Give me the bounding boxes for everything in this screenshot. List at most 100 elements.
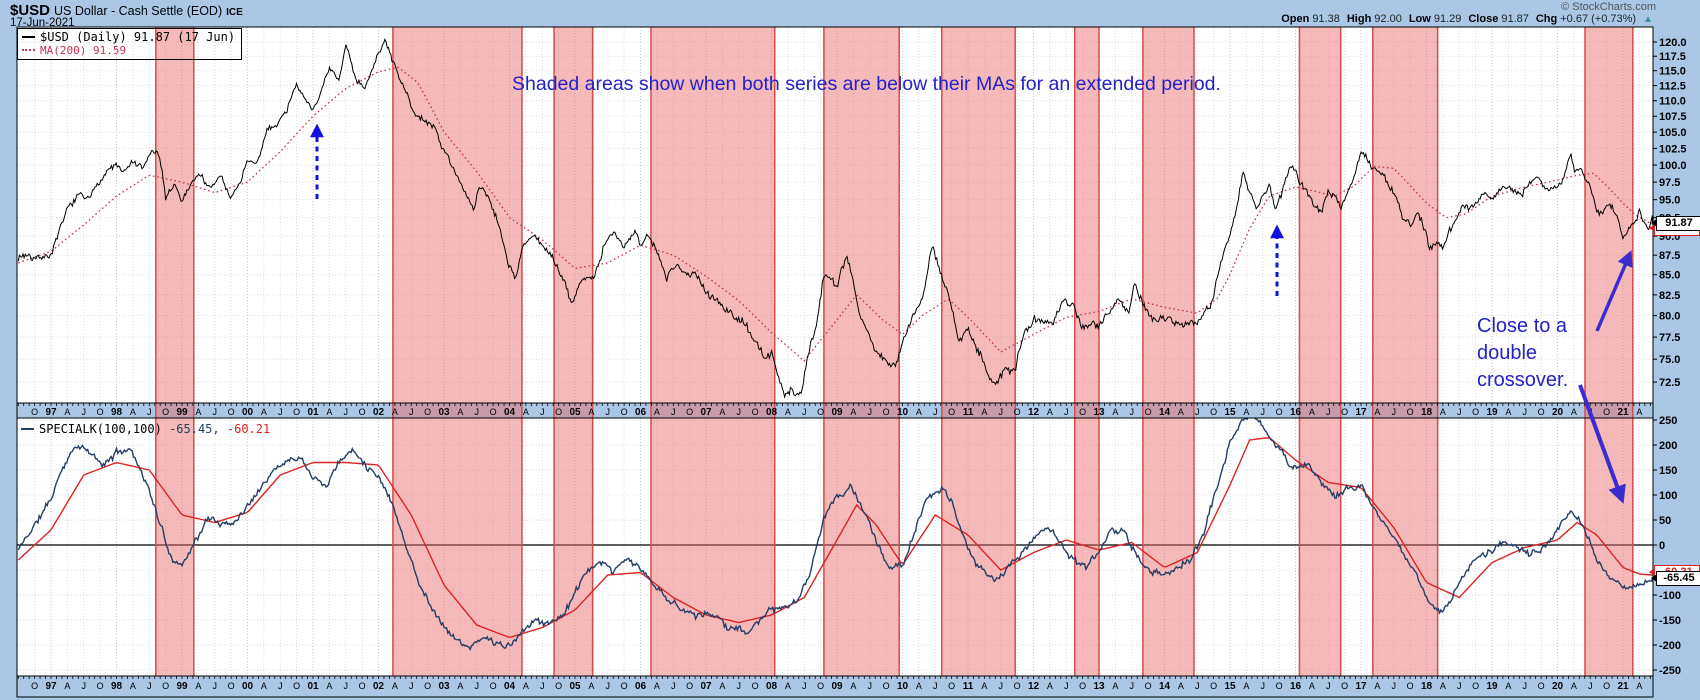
svg-text:08: 08 (766, 681, 778, 692)
svg-text:100.0: 100.0 (1659, 160, 1687, 172)
svg-text:A: A (654, 407, 660, 417)
svg-text:O: O (621, 407, 628, 417)
svg-text:J: J (1392, 407, 1397, 417)
instrument-title: US Dollar - Cash Settle (EOD) (54, 4, 223, 18)
svg-text:A: A (392, 407, 398, 417)
price-panel (17, 27, 1653, 403)
y-axis-labels: 120.0 117.5 115.0 112.5 110.0 107.5 105.0 102.5… (1653, 37, 1687, 677)
svg-text:02: 02 (373, 681, 385, 692)
svg-text:13: 13 (1093, 407, 1105, 418)
svg-text:A: A (326, 407, 332, 417)
svg-text:J: J (737, 407, 742, 417)
stockcharts-credit: © StockCharts.com (1561, 1, 1656, 13)
shaded-band (392, 27, 522, 676)
svg-text:01: 01 (307, 407, 319, 418)
svg-text:50: 50 (1659, 515, 1671, 527)
svg-text:J: J (409, 407, 414, 417)
price-legend-box: $USD (Daily) 91.87 (17 Jun) MA(200) 91.5… (17, 28, 243, 60)
svg-text:A: A (64, 681, 70, 691)
svg-text:-200: -200 (1659, 640, 1681, 652)
svg-text:J: J (475, 407, 480, 417)
shaded-band (1142, 27, 1194, 676)
svg-text:O: O (1145, 681, 1152, 691)
svg-text:A: A (261, 407, 267, 417)
svg-text:112.5: 112.5 (1659, 81, 1686, 93)
svg-text:J: J (1195, 407, 1200, 417)
svg-text:16: 16 (1290, 681, 1302, 692)
ma-legend-line: MA(200) 91.59 (22, 44, 235, 57)
svg-text:17: 17 (1355, 681, 1367, 692)
svg-text:06: 06 (635, 681, 647, 692)
svg-text:O: O (621, 681, 628, 691)
svg-text:J: J (1195, 681, 1200, 691)
svg-text:J: J (278, 407, 283, 417)
svg-text:A: A (1112, 407, 1118, 417)
svg-text:-100: -100 (1659, 590, 1681, 602)
svg-text:O: O (1603, 681, 1610, 691)
svg-text:O: O (1538, 407, 1545, 417)
svg-text:A: A (392, 681, 398, 691)
svg-text:A: A (1636, 407, 1642, 417)
svg-text:J: J (278, 681, 283, 691)
svg-text:O: O (1538, 681, 1545, 691)
svg-text:107.5: 107.5 (1659, 111, 1687, 123)
svg-text:O: O (1210, 681, 1217, 691)
svg-text:O: O (1407, 681, 1414, 691)
low-value: 91.29 (1433, 13, 1462, 25)
svg-text:J: J (82, 407, 87, 417)
svg-text:O: O (1341, 407, 1348, 417)
svg-text:A: A (326, 681, 332, 691)
svg-text:J: J (1457, 407, 1462, 417)
svg-text:A: A (1047, 681, 1053, 691)
svg-text:A: A (64, 407, 70, 417)
svg-text:13: 13 (1093, 681, 1105, 692)
svg-text:00: 00 (242, 681, 254, 692)
svg-text:A: A (719, 407, 725, 417)
svg-text:A: A (1505, 681, 1511, 691)
svg-text:O: O (31, 407, 38, 417)
svg-text:12: 12 (1028, 681, 1040, 692)
svg-text:O: O (883, 407, 890, 417)
ohlc-quote-bar: Open 91.38 High 92.00 Low 91.29 Close 91.87 Chg +… (1281, 13, 1653, 25)
svg-text:O: O (359, 681, 366, 691)
svg-text:21: 21 (1617, 681, 1629, 692)
svg-text:A: A (719, 681, 725, 691)
svg-text:20: 20 (1552, 407, 1564, 418)
svg-text:J: J (1457, 681, 1462, 691)
shaded-band (1299, 27, 1341, 676)
specialk-value-tag: -65.45 (1651, 571, 1700, 586)
svg-text:117.5: 117.5 (1659, 51, 1686, 63)
open-label: Open (1281, 13, 1310, 25)
ma-line (18, 66, 1653, 362)
signal-value: -60.21 (226, 422, 271, 436)
svg-text:J: J (999, 681, 1004, 691)
svg-text:0: 0 (1659, 540, 1665, 552)
svg-text:A: A (916, 681, 922, 691)
svg-text:07: 07 (700, 681, 712, 692)
low-label: Low (1408, 13, 1431, 25)
svg-text:85.0: 85.0 (1659, 270, 1680, 282)
svg-text:J: J (1326, 407, 1331, 417)
svg-text:15: 15 (1224, 681, 1236, 692)
svg-text:J: J (213, 407, 218, 417)
svg-text:O: O (1079, 407, 1086, 417)
svg-text:A: A (1571, 681, 1577, 691)
specialk-panel-border (16, 417, 1654, 677)
shaded-band (554, 27, 593, 676)
svg-text:J: J (1064, 407, 1069, 417)
annotation-arrows (310, 123, 1633, 504)
shaded-band (1074, 27, 1099, 676)
svg-text:98: 98 (111, 681, 123, 692)
svg-text:O: O (1472, 407, 1479, 417)
chart-header: $USD US Dollar - Cash Settle (EOD) ICE (10, 2, 243, 20)
svg-text:A: A (1309, 681, 1315, 691)
svg-text:A: A (1112, 681, 1118, 691)
svg-text:A: A (1243, 407, 1249, 417)
svg-text:O: O (1014, 681, 1021, 691)
specialk-legend: SPECIALK(100,100) -65.45, -60.21 (21, 422, 270, 436)
shaded-band (823, 27, 900, 676)
svg-text:A: A (588, 681, 594, 691)
svg-text:115.0: 115.0 (1659, 66, 1686, 78)
svg-text:-250: -250 (1659, 665, 1681, 677)
svg-text:J: J (868, 407, 873, 417)
